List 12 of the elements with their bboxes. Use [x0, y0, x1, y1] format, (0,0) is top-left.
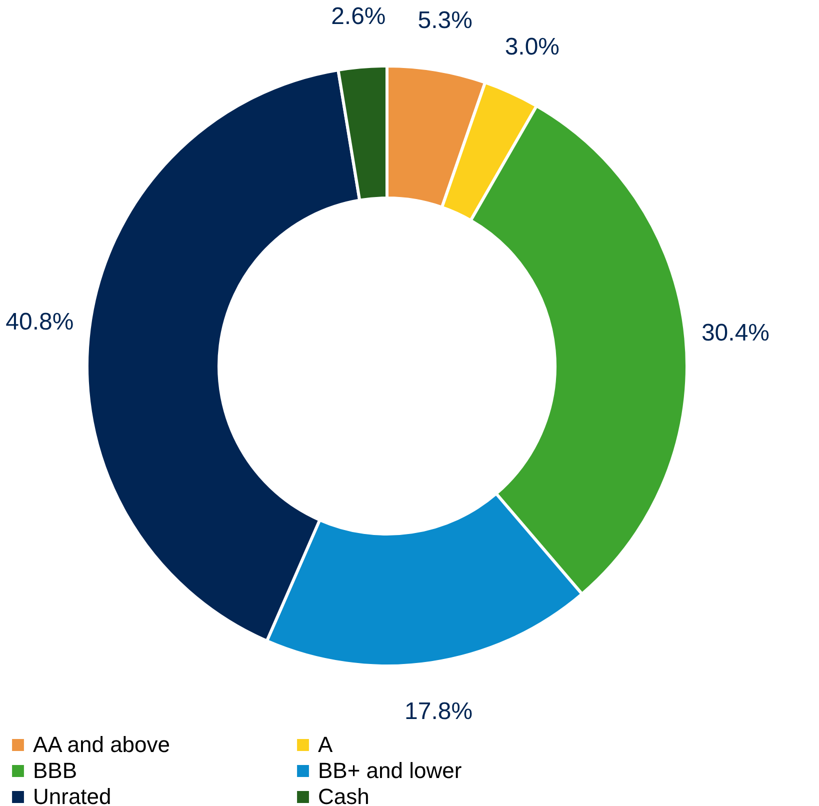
legend-label: Cash [318, 784, 370, 806]
data-label: 17.8% [404, 698, 473, 726]
data-label: 3.0% [504, 34, 560, 61]
data-label: 2.6% [331, 3, 386, 30]
data-label: 5.3% [418, 6, 472, 34]
legend-label: AA and above [33, 732, 170, 757]
legend-label: BBB [33, 758, 78, 783]
data-label: 40.8% [6, 308, 74, 336]
legend-label: BB+ and lower [318, 758, 462, 783]
legend-label: A [318, 732, 333, 757]
legend-label: Unrated [33, 784, 112, 806]
data-label: 30.4% [701, 320, 770, 347]
